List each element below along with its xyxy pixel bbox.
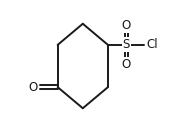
Text: S: S (123, 38, 130, 51)
Text: Cl: Cl (146, 38, 158, 51)
Text: O: O (29, 81, 38, 94)
Text: O: O (122, 19, 131, 32)
Text: O: O (122, 58, 131, 71)
